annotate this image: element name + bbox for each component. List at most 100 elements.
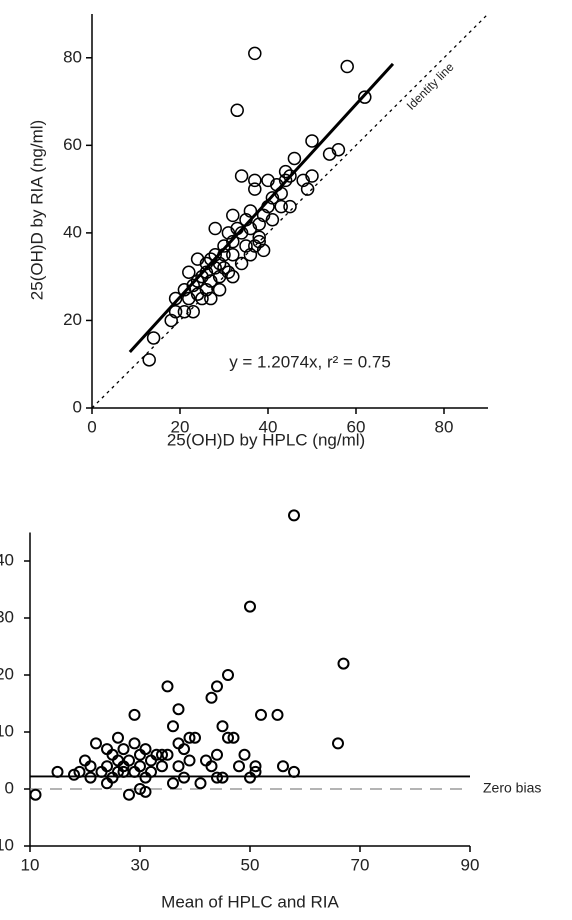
point xyxy=(134,760,146,773)
point xyxy=(305,169,319,183)
point xyxy=(300,182,315,196)
point xyxy=(243,221,258,236)
point xyxy=(178,771,190,784)
point xyxy=(183,731,196,744)
point xyxy=(205,691,218,704)
point xyxy=(265,213,280,227)
y-tick-label: 10 xyxy=(0,721,14,740)
point xyxy=(123,754,135,767)
point xyxy=(283,169,297,183)
x-tick-label: 10 xyxy=(21,855,40,874)
y-tick-label: 20 xyxy=(63,310,82,329)
point xyxy=(51,765,64,778)
point xyxy=(142,353,156,367)
point xyxy=(208,221,222,236)
point xyxy=(172,703,185,716)
point xyxy=(278,173,293,188)
point xyxy=(73,765,86,778)
point xyxy=(211,771,223,784)
point xyxy=(283,199,297,214)
x-tick-label: 50 xyxy=(241,855,260,874)
point xyxy=(255,708,267,721)
point xyxy=(212,269,227,284)
point xyxy=(249,765,262,778)
y-tick-label: 60 xyxy=(63,135,82,154)
point xyxy=(226,234,240,249)
point xyxy=(305,134,319,148)
x-tick-label: 40 xyxy=(259,417,278,436)
point xyxy=(248,239,262,253)
point xyxy=(101,760,113,773)
point xyxy=(172,760,185,773)
point xyxy=(128,708,141,721)
x-tick-label: 60 xyxy=(347,417,366,436)
point xyxy=(183,754,196,767)
point xyxy=(248,173,262,188)
point xyxy=(177,304,192,319)
point xyxy=(168,291,183,306)
point xyxy=(332,737,344,750)
point xyxy=(29,788,42,801)
point xyxy=(161,680,174,693)
point xyxy=(288,509,300,522)
point xyxy=(167,720,179,733)
point xyxy=(139,743,152,756)
point xyxy=(230,221,244,236)
point xyxy=(186,304,200,319)
point xyxy=(226,269,240,284)
point xyxy=(139,785,152,798)
point xyxy=(296,173,310,188)
point xyxy=(90,737,102,750)
point xyxy=(288,765,300,778)
x-tick-label: 90 xyxy=(461,855,480,874)
equation: y = 1.2074x, r² = 0.75 xyxy=(229,352,391,371)
point xyxy=(164,313,178,328)
point xyxy=(123,788,135,801)
point xyxy=(261,173,275,188)
point xyxy=(256,208,271,223)
point xyxy=(227,731,240,744)
point xyxy=(199,265,214,280)
point xyxy=(190,274,205,288)
point xyxy=(248,46,262,61)
point xyxy=(194,777,207,790)
point xyxy=(221,265,236,280)
point xyxy=(278,164,293,179)
y-axis-label: 25(OH)D by RIA (ng/ml) xyxy=(27,120,46,300)
point xyxy=(226,248,240,262)
point xyxy=(182,291,196,306)
point xyxy=(234,226,249,240)
point xyxy=(221,226,236,240)
point xyxy=(161,748,174,761)
y-tick-label: 0 xyxy=(5,778,14,797)
y-tick-label: 40 xyxy=(63,222,82,241)
y-tick-label: 80 xyxy=(63,47,82,66)
point xyxy=(168,304,183,319)
point xyxy=(243,248,258,262)
point xyxy=(222,731,234,744)
point xyxy=(106,771,119,784)
point xyxy=(199,256,214,271)
point xyxy=(178,743,190,756)
point xyxy=(271,708,284,721)
point xyxy=(244,600,256,613)
x-tick-label: 30 xyxy=(131,855,150,874)
point xyxy=(274,186,288,201)
point xyxy=(217,239,231,253)
identity-label: Identity line xyxy=(404,60,457,113)
point xyxy=(216,771,229,784)
point xyxy=(222,669,234,681)
point xyxy=(177,283,192,297)
point xyxy=(195,291,209,306)
point xyxy=(212,256,227,271)
y-tick-label: 30 xyxy=(0,607,14,626)
point xyxy=(189,731,201,744)
point xyxy=(239,239,253,253)
point xyxy=(145,765,157,778)
point xyxy=(156,748,168,761)
point xyxy=(226,208,240,223)
point xyxy=(117,743,130,756)
point xyxy=(199,283,214,297)
point xyxy=(216,720,229,733)
point xyxy=(261,199,275,214)
